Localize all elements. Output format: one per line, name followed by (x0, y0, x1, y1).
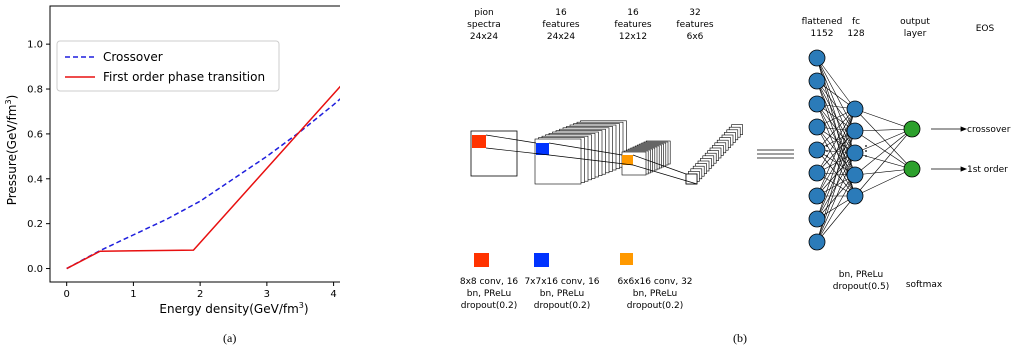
y-tick-label: 0.2 (27, 219, 43, 230)
x-tick-label: 4 (330, 289, 336, 300)
layer-headers: pion spectra 24x24 16 features 24x24 16 featu… (467, 8, 994, 42)
network-edges (816, 57, 913, 243)
fc-node (846, 144, 864, 162)
op-conv2: 7x7x16 conv, 16 bn, PReLu dropout(0.2) (524, 277, 599, 311)
plot-area (49, 5, 340, 283)
fc-node (846, 187, 864, 205)
x-tick-label: 1 (130, 289, 136, 300)
y-axis-label: Pressure(GeV/fm3) (4, 95, 19, 206)
legend-first-order-label: First order phase transition (103, 70, 265, 84)
kernel3-patch (622, 155, 633, 165)
output-node (903, 120, 921, 138)
fc-node (846, 122, 864, 140)
projection-lines (485, 134, 698, 185)
y-tick-label: 0.6 (27, 129, 43, 140)
header-input: pion spectra 24x24 (467, 8, 501, 42)
output-node (903, 160, 921, 178)
ellipsis-dot (865, 155, 867, 157)
ellipsis-dot (865, 145, 867, 147)
legend-kernel1-swatch (474, 253, 489, 267)
fc-note: bn, PReLu dropout(0.5) (833, 270, 890, 292)
output-first-order-label: 1st order (967, 165, 1008, 175)
legend-crossover-label: Crossover (103, 50, 163, 64)
ellipsis-dot (826, 145, 828, 147)
flatten-node (808, 187, 826, 205)
series-lines (66, 85, 340, 270)
axis-ticks: 0123450.00.20.40.60.81.0 (27, 40, 337, 300)
conv1-feature-stack (534, 120, 627, 185)
ellipsis-dot (826, 150, 828, 152)
header-flatten: flattened 1152 (802, 17, 843, 39)
op-descriptions: 8x8 conv, 16 bn, PReLu dropout(0.2) 7x7x16… (460, 270, 943, 311)
conv3-output-cell (685, 173, 698, 185)
legend-kernel3-swatch (620, 253, 633, 265)
y-tick-label: 0.0 (27, 264, 43, 275)
kernel2-patch (536, 143, 549, 155)
output-arrows (931, 126, 968, 172)
y-tick-label: 0.8 (27, 85, 43, 96)
ellipsis-dot (826, 155, 828, 157)
header-conv3: 32 features 6x6 (676, 8, 713, 42)
op-conv1: 8x8 conv, 16 bn, PReLu dropout(0.2) (460, 277, 519, 311)
header-conv1: 16 features 24x24 (542, 8, 579, 42)
header-output: output layer (900, 17, 930, 39)
flatten-node (808, 49, 826, 67)
legend: Crossover First order phase transition (56, 40, 280, 92)
x-tick-label: 0 (63, 289, 69, 300)
flatten-arrow (757, 149, 794, 159)
kernel1-patch (472, 135, 486, 148)
cnn-diagram: pion spectra 24x24 16 features 24x24 16 featu… (460, 8, 1011, 311)
legend-kernel2-swatch (534, 253, 549, 267)
fc-node (846, 100, 864, 118)
y-tick-label: 1.0 (27, 40, 43, 51)
legend-box (56, 40, 280, 92)
x-axis-label: Energy density(GeV/fm3) (159, 301, 308, 316)
flatten-node (808, 118, 826, 136)
flatten-node (808, 210, 826, 228)
softmax-label: softmax (906, 280, 943, 290)
y-tick-label: 0.4 (27, 174, 43, 185)
header-fc: fc 128 (847, 17, 864, 39)
eos-chart: 0123450.00.20.40.60.81.0 Pressure(GeV/fm… (4, 5, 340, 316)
op-conv3: 6x6x16 conv, 32 bn, PReLu dropout(0.2) (617, 277, 692, 311)
flatten-node (808, 233, 826, 251)
fc-node (846, 166, 864, 184)
header-eos: EOS (976, 24, 995, 34)
x-tick-label: 3 (264, 289, 270, 300)
output-crossover-label: crossover (967, 125, 1011, 135)
flatten-node (808, 164, 826, 182)
flatten-node (808, 141, 826, 159)
header-conv2: 16 features 12x12 (614, 8, 651, 42)
plot-frame (49, 5, 340, 283)
x-tick-label: 2 (197, 289, 203, 300)
flatten-node (808, 95, 826, 113)
caption-a: (a) (223, 331, 237, 345)
ellipsis-dot (865, 150, 867, 152)
network-nodes (808, 49, 921, 251)
caption-b: (b) (733, 331, 747, 345)
first-order-line (66, 85, 340, 270)
flatten-node (808, 72, 826, 90)
